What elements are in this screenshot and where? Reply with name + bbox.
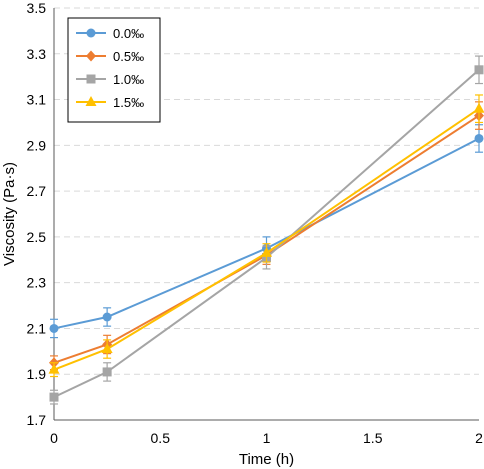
y-axis-label: Viscosity (Pa·s) — [1, 162, 18, 266]
y-tick-label: 3.5 — [27, 0, 47, 16]
series-3 — [48, 94, 484, 378]
legend-item-1: 0.5‰ — [76, 49, 144, 64]
legend-box — [67, 17, 161, 123]
legend-marker — [86, 74, 96, 84]
y-tick-label: 2.1 — [27, 320, 47, 336]
data-point — [474, 65, 484, 75]
legend-item-2: 1.0‰ — [76, 72, 144, 87]
data-point — [261, 246, 272, 257]
y-tick-label: 2.5 — [27, 229, 47, 245]
y-tick-label: 3.3 — [27, 46, 47, 62]
legend-label: 0.0‰ — [113, 26, 144, 41]
x-axis-ticks: 0 0.5 1 1.5 2 — [50, 430, 483, 446]
x-tick-label: 2 — [475, 430, 483, 446]
legend-item-0: 0.0‰ — [76, 26, 144, 41]
legend-marker — [85, 96, 97, 106]
plot-area — [48, 55, 484, 405]
series-line — [53, 137, 480, 330]
x-tick-label: 0 — [50, 430, 58, 446]
y-tick-label: 1.9 — [27, 366, 47, 382]
legend-marker — [86, 50, 96, 62]
axes — [53, 8, 479, 421]
data-point — [473, 102, 484, 113]
data-point — [102, 312, 112, 322]
data-point — [49, 392, 59, 402]
y-tick-label: 1.7 — [27, 412, 47, 428]
series-0 — [49, 124, 484, 339]
y-axis-ticks: 1.7 1.9 2.1 2.3 2.5 2.7 2.9 3.1 3.3 3.5 — [27, 0, 47, 428]
data-point — [101, 343, 113, 354]
series-line — [53, 107, 480, 371]
x-tick-label: 0.5 — [151, 430, 171, 446]
legend-label: 1.5‰ — [113, 95, 144, 110]
legend-label: 1.0‰ — [113, 72, 144, 87]
data-point — [102, 367, 112, 377]
x-axis-label: Time (h) — [239, 451, 294, 468]
data-point — [49, 323, 59, 333]
data-point — [48, 363, 60, 374]
y-tick-label: 2.9 — [27, 137, 47, 153]
y-tick-label: 2.7 — [27, 183, 47, 199]
x-tick-label: 1.5 — [363, 430, 383, 446]
data-point — [474, 133, 484, 143]
legend-label: 0.5‰ — [113, 49, 144, 64]
legend: 0.0‰ 0.5‰ 1.0‰ 1.5‰ — [67, 17, 161, 123]
legend-marker — [86, 28, 96, 38]
series-line — [53, 69, 480, 399]
legend-item-3: 1.5‰ — [76, 95, 144, 110]
series-1 — [49, 101, 484, 371]
x-tick-label: 1 — [263, 430, 271, 446]
y-tick-label: 3.1 — [27, 92, 47, 108]
y-tick-label: 2.3 — [27, 275, 47, 291]
